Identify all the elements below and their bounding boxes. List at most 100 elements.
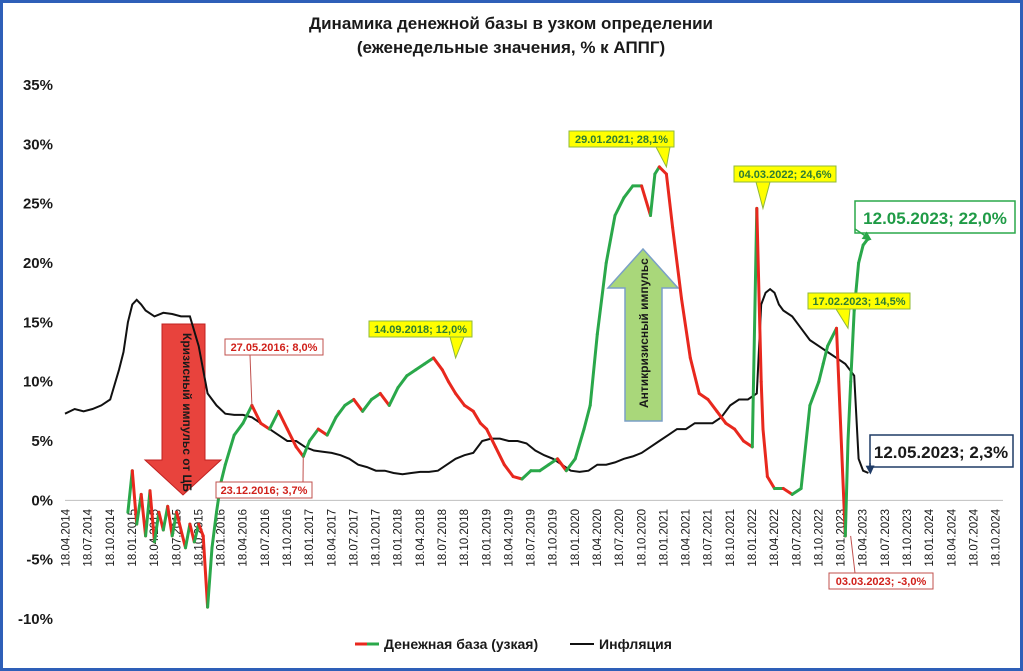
money-base-segment	[432, 356, 444, 372]
money-base-segment	[671, 225, 683, 301]
money-base-segment	[733, 427, 745, 443]
money-base-segment	[857, 243, 865, 265]
legend: Денежная база (узкая) Инфляция	[355, 636, 672, 652]
money-base-segment	[680, 297, 692, 360]
money-base-segment	[232, 421, 245, 437]
money-base-segment	[835, 326, 847, 538]
x-tick-label: 18.10.2020	[636, 509, 648, 567]
x-tick-label: 18.01.2018	[393, 509, 405, 567]
annotation-box	[368, 320, 473, 338]
annotation-label: 23.12.2016; 3,7%	[221, 485, 308, 497]
x-tick-label: 18.10.2016	[282, 509, 294, 567]
money-base-segment	[657, 165, 668, 176]
money-base-segment	[790, 487, 803, 496]
annotation-box	[828, 572, 934, 590]
money-base-segment	[423, 356, 435, 366]
x-tick-label: 18.07.2022	[791, 509, 803, 567]
money-base-last-box	[854, 200, 1016, 234]
money-base-segment	[153, 510, 161, 544]
money-base-segment	[520, 469, 533, 481]
annotation-label: 14.09.2018; 12,0%	[374, 324, 467, 336]
money-base-segment	[750, 206, 759, 449]
money-base-segment	[573, 427, 586, 461]
x-tick-label: 18.04.2014	[61, 508, 73, 566]
money-base-segment	[130, 469, 139, 526]
money-base-segment	[454, 392, 466, 407]
money-base-segment	[378, 392, 391, 407]
money-base-segment	[538, 463, 551, 473]
money-base-segment	[613, 196, 626, 217]
x-tick-label: 18.04.2023	[858, 509, 870, 567]
money-base-segment	[210, 510, 218, 550]
money-base-segment	[622, 184, 635, 200]
y-tick-label: 30%	[23, 136, 53, 153]
money-base-segment	[502, 463, 515, 479]
x-tick-label: 18.10.2015	[193, 509, 205, 567]
annotation-label: 29.01.2021; 28,1%	[575, 134, 668, 146]
money-base-segment	[223, 433, 236, 467]
annotation-box	[568, 130, 675, 148]
money-base-segment	[463, 403, 475, 413]
x-tick-label: 18.07.2018	[437, 509, 449, 567]
money-base-segment	[325, 415, 338, 437]
x-tick-label: 18.07.2014	[83, 508, 95, 566]
money-base-segment	[485, 427, 497, 449]
money-base-segment	[688, 356, 701, 395]
money-base-segment	[564, 457, 577, 473]
plot-area	[64, 165, 870, 609]
annotation-pointer	[449, 336, 465, 360]
money-base-segment	[640, 184, 652, 217]
money-base-segment	[706, 398, 719, 413]
x-tick-label: 18.10.2024	[991, 508, 1003, 566]
money-base-segment	[219, 463, 227, 484]
annotation-box	[224, 338, 324, 356]
x-tick-label: 18.01.2020	[570, 509, 582, 567]
annotation-pointer	[850, 535, 856, 574]
money-base-segment	[649, 172, 657, 217]
legend-label-inflation: Инфляция	[599, 636, 672, 652]
money-base-segment	[440, 368, 450, 384]
annotation-pointer	[249, 354, 253, 406]
money-base-segment	[259, 421, 272, 431]
x-tick-label: 18.04.2016	[238, 509, 250, 567]
money-base-segment	[396, 374, 409, 390]
y-tick-label: -10%	[18, 611, 53, 628]
anticrisis-arrow	[606, 247, 680, 422]
x-tick-label: 18.04.2022	[769, 509, 781, 567]
x-tick-label: 18.01.2022	[747, 509, 759, 567]
money-base-segment	[387, 386, 400, 407]
money-base-segment	[595, 261, 608, 336]
x-tick-label: 18.01.2021	[658, 509, 670, 567]
inflation-last-box	[869, 434, 1014, 468]
money-base-segment	[556, 457, 568, 473]
money-base-segment	[664, 172, 675, 229]
y-tick-label: 5%	[31, 433, 53, 450]
y-tick-label: 25%	[23, 196, 53, 213]
chart-svg: Динамика денежной базы в узком определен…	[18, 14, 1016, 652]
x-tick-label: 18.10.2018	[459, 509, 471, 567]
money-base-segment	[843, 439, 850, 538]
money-base-segment	[781, 487, 794, 496]
y-tick-label: 35%	[23, 77, 53, 94]
money-base-segment	[447, 380, 458, 395]
money-base-segment	[277, 409, 289, 431]
money-base-segment	[370, 392, 382, 401]
annotation-box	[215, 481, 313, 499]
inflation-last-label: 12.05.2023; 2,3%	[874, 443, 1008, 462]
money-base-segment	[268, 409, 280, 431]
annotation-label: 03.03.2023; -3,0%	[836, 576, 927, 588]
money-base-segment	[192, 522, 201, 544]
annotation-box	[807, 292, 911, 310]
money-base-segment	[759, 380, 765, 431]
annotation-pointer	[755, 181, 771, 211]
x-tick-label: 18.04.2018	[415, 509, 427, 567]
money-base-segment	[547, 457, 559, 467]
chart-title: Динамика денежной базы в узком определен…	[309, 14, 713, 33]
money-base-segment	[846, 380, 853, 443]
x-tick-label: 18.01.2024	[924, 508, 936, 566]
x-tick-label: 18.07.2021	[703, 509, 715, 567]
money-base-segment	[715, 409, 728, 425]
y-tick-label: 20%	[23, 255, 53, 272]
money-base-segment	[241, 403, 254, 425]
x-tick-label: 18.10.2019	[548, 509, 560, 567]
